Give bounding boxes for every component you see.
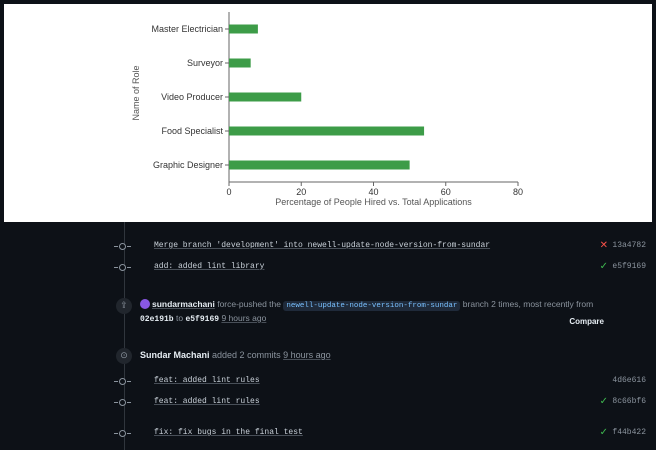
x-tick-label: 80	[513, 187, 523, 197]
y-tick-label: Video Producer	[161, 92, 223, 102]
hiring-bar-chart: Master Electrician Surveyor Video Producer…	[131, 12, 523, 207]
y-tick-label: Surveyor	[187, 58, 223, 68]
event-time[interactable]: 9 hours ago	[283, 350, 331, 360]
commit-sha-link[interactable]: 4d6e616	[612, 376, 646, 385]
user-link[interactable]: sundarmachani	[152, 299, 215, 309]
x-icon[interactable]: ✕	[599, 240, 608, 251]
commit-message-link[interactable]: add: added lint library	[154, 262, 265, 271]
commit-message-link[interactable]: Merge branch 'development' into newell-u…	[154, 241, 491, 250]
git-commit-icon	[114, 399, 131, 406]
force-push-event: sundarmachani force-pushed the newell-up…	[140, 299, 594, 311]
commit-message-link[interactable]: feat: added lint rules	[154, 397, 260, 406]
git-commit-icon	[114, 378, 131, 385]
partial-commit-row	[0, 222, 656, 230]
commit-message-link[interactable]: feat: added lint rules	[154, 376, 260, 385]
y-tick-label: Food Specialist	[161, 126, 223, 136]
repo-push-icon: ⇪	[116, 298, 132, 314]
git-commit-icon: ⊙	[116, 348, 132, 364]
git-commit-icon	[114, 243, 131, 250]
to-word: to	[175, 313, 184, 323]
bar	[229, 126, 425, 136]
x-tick-label: 20	[296, 187, 306, 197]
chart-panel: Master Electrician Surveyor Video Producer…	[4, 4, 652, 222]
commit-row[interactable]: add: added lint library ✓ e5f9169	[0, 260, 656, 278]
check-icon[interactable]: ✓	[599, 396, 608, 407]
commit-sha-link[interactable]: 8c66bf6	[612, 397, 646, 406]
x-tick-label: 40	[368, 187, 378, 197]
event-time[interactable]: 9 hours ago	[221, 313, 267, 323]
compare-button[interactable]: Compare	[569, 317, 604, 326]
git-commit-icon	[114, 430, 131, 437]
y-tick-label: Graphic Designer	[153, 160, 223, 170]
commit-sha-link[interactable]: e5f9169	[612, 262, 646, 271]
event-action: added 2 commits	[212, 350, 281, 360]
to-sha-link[interactable]: e5f9169	[185, 315, 220, 324]
bar	[229, 24, 258, 34]
x-tick-label: 0	[226, 187, 231, 197]
commit-row[interactable]: feat: added lint rules ✓ 8c66bf6	[0, 395, 656, 413]
commit-sha-link[interactable]: f44b422	[612, 428, 646, 437]
commit-row[interactable]: fix: fix bugs in the final test ✓ f44b42…	[0, 426, 656, 444]
y-axis-title: Name of Role	[131, 65, 141, 120]
bar	[229, 160, 410, 170]
commit-message-link[interactable]: fix: fix bugs in the final test	[154, 428, 303, 437]
commit-timeline: Merge branch 'development' into newell-u…	[0, 222, 656, 450]
event-suffix: branch 2 times, most recently from	[462, 299, 594, 309]
y-tick-label: Master Electrician	[151, 24, 223, 34]
x-tick-label: 60	[441, 187, 451, 197]
bar	[229, 92, 302, 102]
commit-row[interactable]: feat: added lint rules 4d6e616	[0, 374, 656, 392]
timeline-line	[124, 222, 125, 450]
branch-link[interactable]: newell-update-node-version-from-sundar	[283, 301, 461, 311]
avatar[interactable]	[140, 299, 150, 309]
user-link[interactable]: Sundar Machani	[140, 350, 210, 360]
git-commit-icon	[114, 264, 131, 271]
x-axis-title: Percentage of People Hired vs. Total App…	[275, 197, 472, 207]
from-sha-link[interactable]: 02e191b	[140, 315, 174, 324]
check-icon[interactable]: ✓	[599, 261, 608, 272]
bar	[229, 58, 251, 68]
added-commits-event: Sundar Machani added 2 commits 9 hours a…	[140, 350, 331, 360]
commit-sha-link[interactable]: 13a4782	[612, 241, 646, 250]
event-action: force-pushed the	[217, 299, 281, 309]
check-icon[interactable]: ✓	[599, 427, 608, 438]
commit-row[interactable]: Merge branch 'development' into newell-u…	[0, 239, 656, 257]
force-push-detail: 02e191b to e5f9169 9 hours ago	[140, 313, 266, 324]
